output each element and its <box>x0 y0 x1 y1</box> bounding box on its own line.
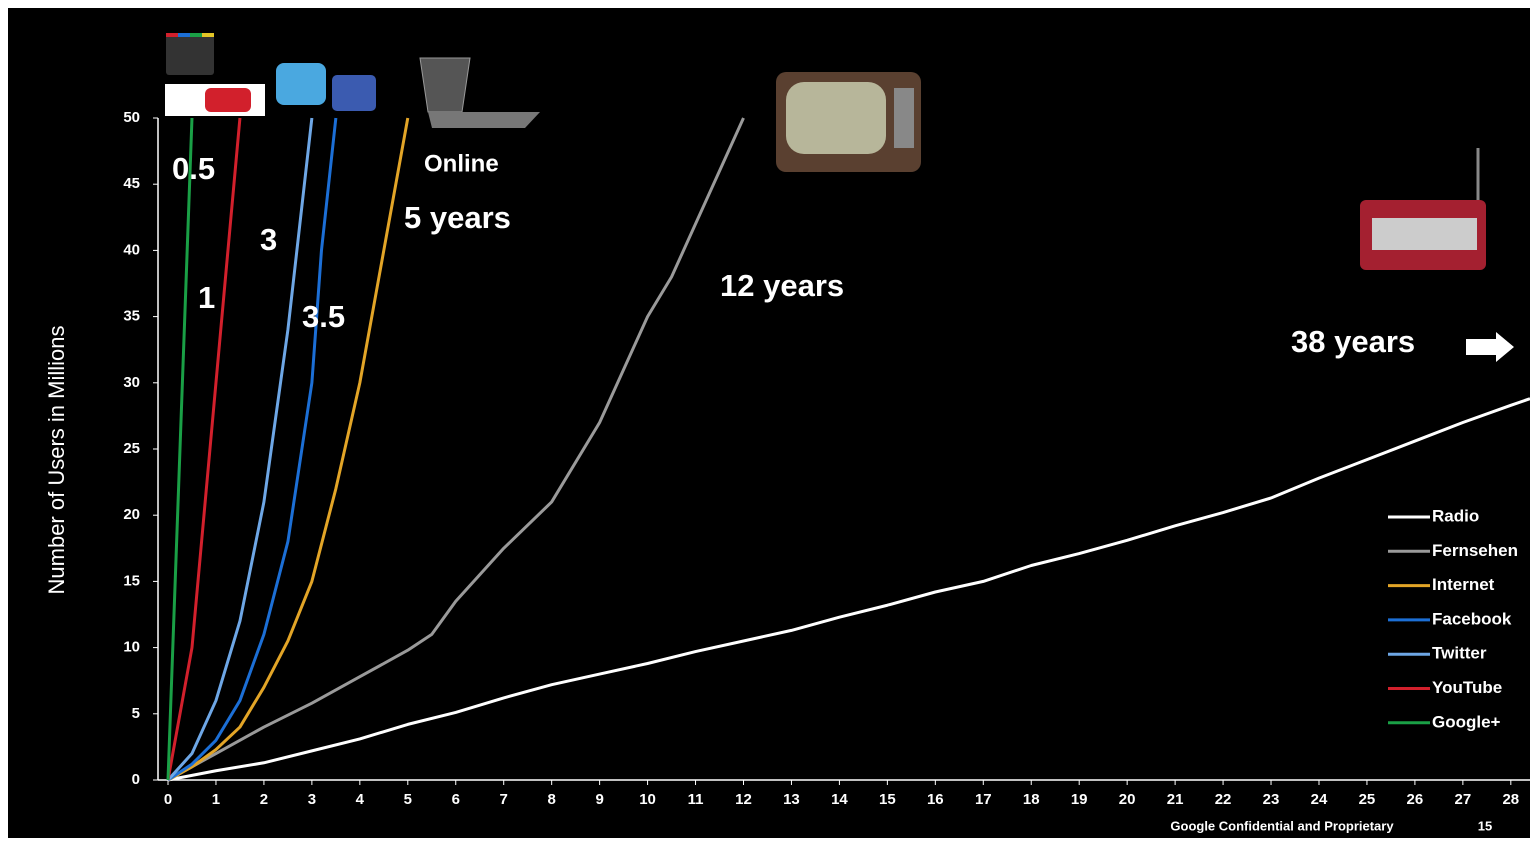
y-tick-label: 50 <box>123 109 140 126</box>
series-line <box>167 117 410 782</box>
annotation: Online <box>424 150 499 177</box>
y-tick-label: 35 <box>123 308 140 325</box>
series-line <box>166 117 314 782</box>
x-tick-label: 6 <box>452 791 460 808</box>
y-tick-label: 15 <box>123 572 140 589</box>
y-tick-label: 30 <box>123 374 140 391</box>
x-tick-label: 18 <box>1023 791 1040 808</box>
x-tick-label: 15 <box>879 791 896 808</box>
x-tick-label: 0 <box>164 791 172 808</box>
background <box>8 8 1530 838</box>
x-tick-label: 7 <box>500 791 508 808</box>
radio-icon <box>1360 148 1486 270</box>
legend-label: Fernsehen <box>1432 541 1518 560</box>
x-tick-label: 3 <box>308 791 316 808</box>
x-tick-label: 28 <box>1502 791 1519 808</box>
x-tick-label: 9 <box>595 791 603 808</box>
x-tick-label: 16 <box>927 791 944 808</box>
annotation: 1 <box>198 280 215 315</box>
x-tick-label: 2 <box>260 791 268 808</box>
series-line <box>167 397 1530 782</box>
x-tick-label: 24 <box>1311 791 1328 808</box>
x-tick-label: 25 <box>1359 791 1376 808</box>
annotation: 3.5 <box>302 299 345 334</box>
x-tick-label: 13 <box>783 791 800 808</box>
x-tick-label: 21 <box>1167 791 1184 808</box>
x-tick-label: 1 <box>212 791 220 808</box>
x-tick-label: 22 <box>1215 791 1232 808</box>
annotation: 12 years <box>720 268 844 303</box>
x-tick-label: 26 <box>1407 791 1424 808</box>
series-line <box>166 117 242 781</box>
x-tick-label: 27 <box>1455 791 1472 808</box>
x-tick-label: 4 <box>356 791 365 808</box>
legend-label: YouTube <box>1432 678 1502 697</box>
x-tick-label: 5 <box>404 791 412 808</box>
legend-label: Internet <box>1432 575 1495 594</box>
x-tick-label: 14 <box>831 791 848 808</box>
y-tick-label: 10 <box>123 639 140 656</box>
legend-label: Radio <box>1432 506 1479 525</box>
tv-icon <box>776 72 921 172</box>
legend-label: Google+ <box>1432 712 1501 731</box>
x-tick-label: 20 <box>1119 791 1136 808</box>
series-line <box>166 117 194 781</box>
legend-label: Facebook <box>1432 609 1512 628</box>
page-number: 15 <box>1478 818 1492 833</box>
facebook-icon <box>332 75 376 111</box>
annotation: 0.5 <box>172 151 215 186</box>
annotation: 5 years <box>404 200 511 235</box>
arrow <box>1466 332 1514 362</box>
laptop-icon <box>419 57 540 128</box>
y-tick-label: 20 <box>123 506 140 523</box>
x-tick-label: 23 <box>1263 791 1280 808</box>
annotation: 3 <box>260 222 277 257</box>
y-tick-label: 5 <box>132 705 140 722</box>
y-tick-label: 45 <box>123 175 140 192</box>
x-tick-label: 11 <box>688 791 704 808</box>
series-line <box>167 117 338 782</box>
footer: Google Confidential and Proprietary <box>1170 818 1394 833</box>
y-tick-label: 25 <box>123 440 140 457</box>
series-line <box>167 117 745 782</box>
x-tick-label: 10 <box>639 791 656 808</box>
google-plus-icon <box>166 33 214 75</box>
x-tick-label: 17 <box>975 791 992 808</box>
y-axis-label: Number of Users in Millions <box>44 326 69 595</box>
x-tick-label: 12 <box>735 791 752 808</box>
youtube-icon <box>165 84 265 116</box>
y-tick-label: 0 <box>132 771 140 788</box>
twitter-icon <box>276 63 326 105</box>
legend-label: Twitter <box>1432 644 1487 663</box>
y-tick-label: 40 <box>123 241 140 258</box>
annotation: 38 years <box>1291 324 1415 359</box>
x-tick-label: 19 <box>1071 791 1088 808</box>
x-tick-label: 8 <box>547 791 555 808</box>
